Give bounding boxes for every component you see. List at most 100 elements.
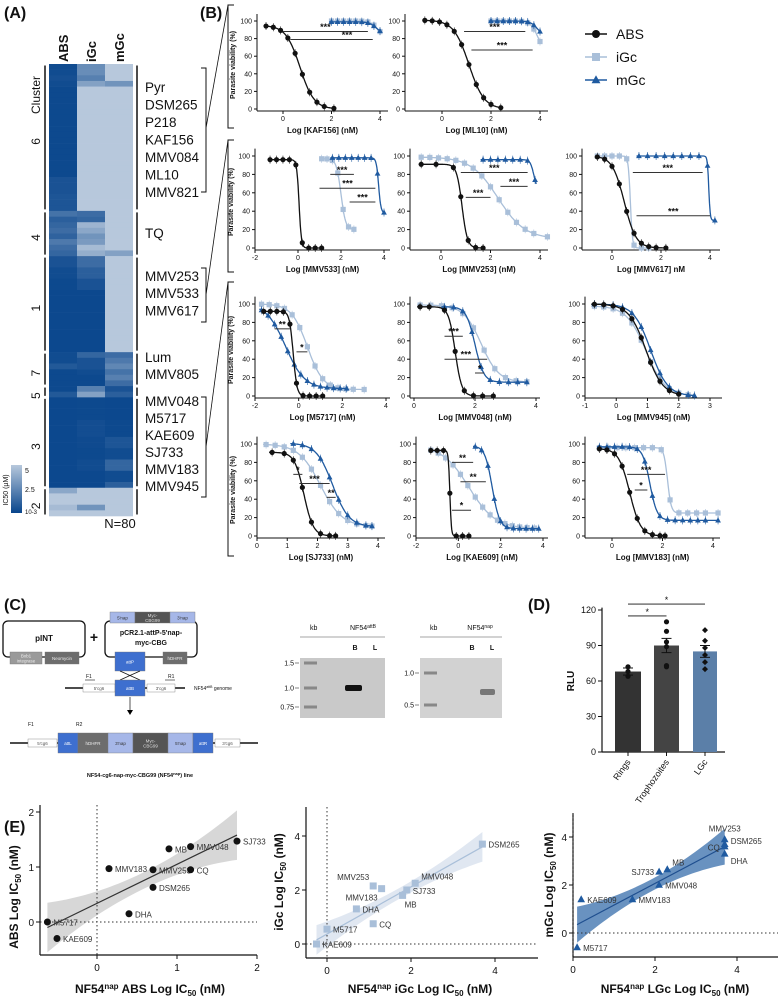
data-point-ABS — [444, 22, 450, 28]
y-tick-label: 0 — [396, 107, 400, 114]
heatmap-cell — [77, 171, 105, 178]
data-point-ABS — [642, 528, 648, 534]
y-tick-label: 30 — [586, 712, 596, 722]
significance-label: * — [300, 342, 304, 352]
x-tick-label: 4 — [376, 543, 380, 550]
heatmap-cell — [77, 290, 105, 296]
data-point-iGc — [350, 386, 356, 392]
data-point-mGc — [523, 525, 529, 531]
heatmap-cell — [49, 436, 77, 443]
heatmap-cell — [77, 244, 105, 251]
fit-curve-ABS — [269, 451, 338, 537]
nap5-box-label: 5'nap — [117, 616, 128, 621]
gel-band — [480, 689, 495, 695]
data-point-ABS — [292, 50, 298, 56]
heatmap-cell — [105, 391, 133, 398]
label-part: NF54 — [194, 686, 206, 692]
data-point-iGc — [443, 455, 449, 461]
y-tick-label: 40 — [244, 497, 252, 504]
data-point-mGc — [644, 152, 651, 159]
hdhfr-box — [162, 651, 188, 665]
legend-label: mGc — [616, 72, 646, 88]
data-point-mGc — [636, 152, 642, 159]
heatmap-cell — [49, 312, 77, 319]
data-point — [702, 659, 708, 666]
heatmap-cell — [49, 154, 77, 161]
heatmap-cell — [77, 386, 105, 392]
attb-box-label: attB — [126, 686, 134, 691]
data-point-mGc — [297, 371, 304, 377]
y-tick-label: 120 — [581, 605, 596, 615]
heatmap-cell — [77, 210, 105, 217]
data-point-mGc — [502, 156, 509, 162]
heatmap-cell — [77, 470, 105, 477]
heatmap-cell — [49, 109, 77, 116]
heatmap-cell — [105, 340, 133, 347]
heatmap-cell — [77, 380, 105, 387]
heatmap-cell — [105, 137, 133, 144]
heatmap-cell — [77, 222, 105, 229]
y-tick-label: 80 — [244, 460, 252, 467]
data-point-iGc — [327, 499, 333, 505]
data-point-iGc — [457, 471, 464, 477]
point-label: DHA — [362, 905, 380, 914]
cluster-label: 7 — [29, 369, 43, 376]
construct-caption: NF54-cg6-nap-myc-CBG99 (NF54nap) line — [87, 771, 193, 779]
x-tick-label: 4 — [541, 543, 545, 550]
data-point-ABS — [648, 359, 654, 365]
heatmap-cell — [49, 386, 77, 392]
legend-marker-iGc — [592, 53, 600, 61]
data-point-iGc — [327, 382, 333, 388]
y-axis-label: Parasite viability (%) — [230, 31, 237, 99]
heatmap-cell — [105, 510, 133, 517]
heatmap-cell — [49, 482, 77, 489]
drug-label: KAF156 — [145, 133, 194, 148]
fit-curve-iGc — [591, 305, 690, 396]
y-tick-label: 40 — [572, 357, 580, 364]
gel-marker-label: 1.0 — [404, 671, 414, 678]
cg6-3-box — [214, 738, 241, 748]
point-label: DSM265 — [488, 841, 520, 850]
heatmap-cell — [49, 278, 77, 285]
data-point-iGc — [480, 504, 486, 510]
panel-label-e: (E) — [4, 819, 25, 836]
data-point-iGc — [361, 386, 367, 393]
data-point-mGc — [317, 455, 324, 461]
y-tick-label: 80 — [397, 320, 405, 327]
heatmap-cell — [105, 216, 133, 223]
myc-cbg99-box-label: CBG99 — [145, 618, 160, 623]
heatmap-cell — [77, 346, 105, 353]
data-point-mGc — [619, 443, 625, 449]
significance-label: ** — [279, 319, 287, 329]
significance-label: *** — [320, 22, 331, 32]
x-axis-label: Log [MMV617] nM — [617, 265, 685, 274]
fit-curve-mGc — [591, 303, 696, 397]
data-point-ABS — [436, 19, 443, 25]
plus-sign: + — [90, 629, 98, 645]
x-tick-label: 2 — [677, 403, 681, 410]
y-tick-label: 20 — [572, 375, 580, 382]
heatmap-cell — [77, 75, 105, 82]
data-point-ABS — [314, 99, 320, 105]
regression-line — [576, 846, 725, 926]
heatmap-cell — [105, 250, 133, 257]
y-tick-label: 0 — [246, 246, 250, 253]
data-point-iGc — [614, 445, 620, 451]
heatmap-cell — [77, 126, 105, 133]
column-header-mGc: mGc — [112, 33, 127, 62]
data-point — [628, 895, 637, 903]
data-point-iGc — [624, 156, 630, 162]
heatmap-cell — [77, 227, 105, 234]
y-tick-label: 40 — [397, 209, 405, 216]
data-point-ABS — [616, 181, 622, 187]
cluster-label: 3 — [29, 443, 43, 450]
heatmap-cell — [49, 352, 77, 359]
y-tick-label: 60 — [572, 478, 580, 485]
heatmap-cell — [105, 335, 133, 342]
heatmap-cell — [77, 165, 105, 172]
gel-marker-label: 0.5 — [404, 703, 414, 710]
data-point-iGc — [470, 325, 477, 331]
data-point-iGc — [502, 375, 509, 381]
data-point-ABS — [277, 27, 284, 33]
data-point-mGc — [271, 321, 278, 327]
